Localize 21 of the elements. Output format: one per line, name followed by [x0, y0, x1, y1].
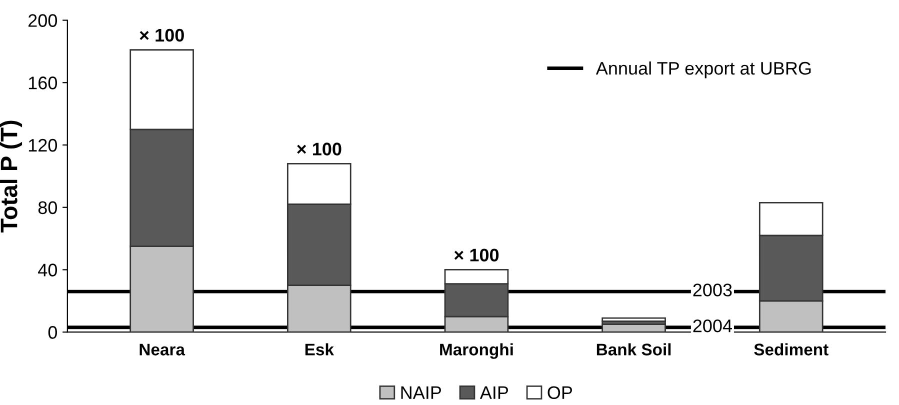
- y-tick-label: 40: [38, 264, 57, 276]
- y-axis-title: Total P (T): [0, 120, 22, 233]
- annotation: 2003: [693, 284, 732, 296]
- y-tick-label: 200: [28, 14, 57, 27]
- y-tick-label: 80: [38, 201, 57, 214]
- x-tick-label: Neara: [140, 344, 186, 356]
- y-tick-label: 0: [48, 326, 57, 339]
- x-tick-label: Maronghi: [440, 343, 513, 359]
- legend-label: NAIP: [401, 386, 442, 399]
- annotation: × 100: [140, 28, 184, 42]
- annotation: × 100: [454, 248, 499, 262]
- y-tick-label: 160: [28, 76, 57, 90]
- x-tick-label: Bank Soil: [596, 343, 671, 356]
- x-tick-label: Esk: [305, 343, 334, 356]
- legend-label: OP: [548, 386, 572, 400]
- annotation: × 100: [297, 142, 342, 156]
- legend-label: AIP: [480, 386, 508, 399]
- y-tick-label: 120: [28, 138, 57, 152]
- annotation: Annual TP export at UBRG: [596, 61, 811, 78]
- x-tick-label: Sediment: [754, 343, 828, 356]
- annotation: 2004: [693, 319, 732, 332]
